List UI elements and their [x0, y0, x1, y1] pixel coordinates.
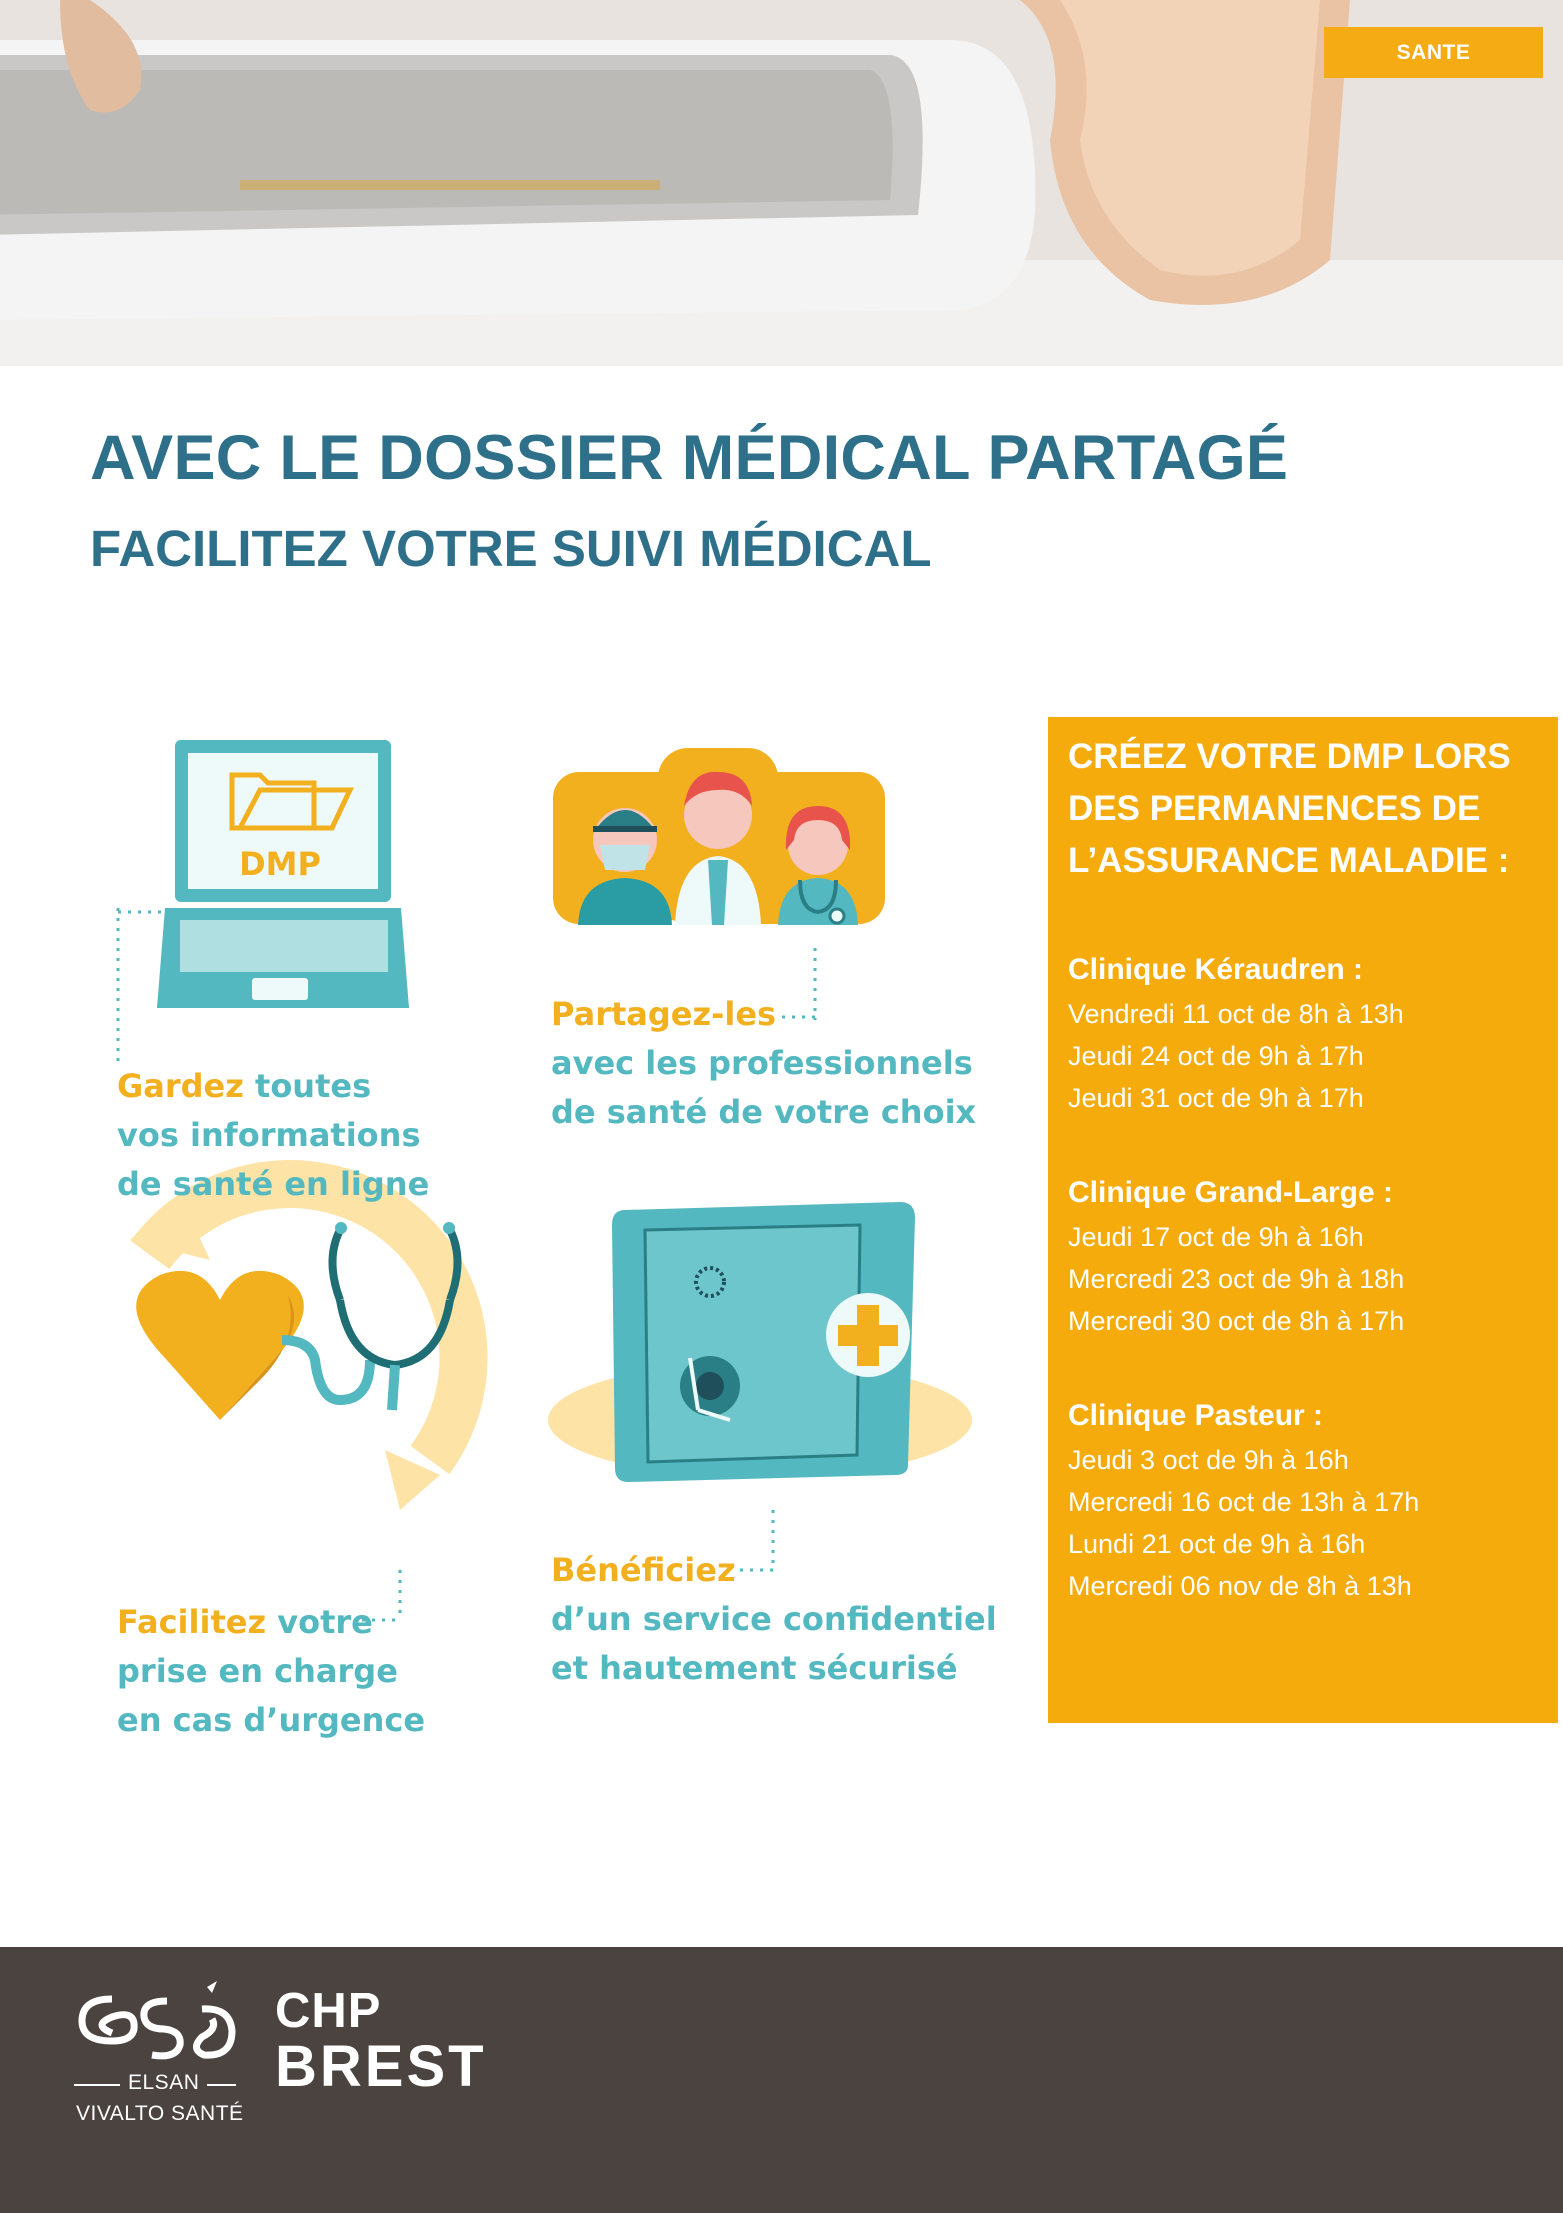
schedule-slot: Mercredi 23 oct de 9h à 18h — [1068, 1264, 1405, 1294]
caption-facilitez: Facilitez votre prise en charge en cas d… — [117, 1603, 426, 1739]
caption-partagez: Partagez-les avec les professionnels de … — [551, 990, 976, 1137]
caption-beneficiez: Bénéficiez d’un service confidentiel et … — [551, 1546, 997, 1693]
schedule-slot: Vendredi 11 oct de 8h à 13h — [1068, 999, 1404, 1029]
clinic-name: Clinique Grand-Large : — [1068, 1176, 1394, 1209]
logo-brest-text: BREST — [275, 2034, 487, 2099]
schedule-slot: Mercredi 30 oct de 8h à 17h — [1068, 1306, 1405, 1336]
logo-elsan-text: ELSAN — [120, 2071, 208, 2095]
laptop-screen-label: DMP — [239, 845, 321, 883]
schedule-slot: Jeudi 24 oct de 9h à 17h — [1068, 1041, 1364, 1071]
elsan-logo-icon — [78, 1981, 236, 2060]
schedule-slot: Jeudi 31 oct de 9h à 17h — [1068, 1083, 1364, 1113]
clinic-keraudren: Clinique Kéraudren : Vendredi 11 oct de … — [1068, 947, 1558, 1119]
schedule-slot: Jeudi 3 oct de 9h à 16h — [1068, 1445, 1349, 1475]
tablet-photo — [0, 0, 1563, 366]
schedule-slot: Mercredi 06 nov de 8h à 13h — [1068, 1571, 1412, 1601]
dmp-infographic: DMP — [116, 740, 972, 1622]
healthcare-professionals-icon — [553, 748, 885, 925]
schedule-slot: Lundi 21 oct de 9h à 16h — [1068, 1529, 1366, 1559]
schedule-slot: Jeudi 17 oct de 9h à 16h — [1068, 1222, 1364, 1252]
page-subtitle: FACILITEZ VOTRE SUIVI MÉDICAL — [90, 520, 932, 577]
caption-highlight: Bénéficiez — [551, 1551, 736, 1589]
caption-highlight: Partagez-les — [551, 995, 777, 1033]
caption-gardez: Gardez toutes vos informations de santé … — [117, 1067, 430, 1203]
heart-stethoscope-icon — [130, 1159, 488, 1510]
logo-chp-text: CHP — [275, 1984, 382, 2038]
category-tag: SANTE — [1324, 27, 1543, 78]
hero-banner: SANTE — [0, 0, 1563, 366]
secure-safe-icon — [548, 1202, 972, 1482]
clinic-name: Clinique Kéraudren : — [1068, 953, 1364, 986]
caption-highlight: Gardez — [117, 1067, 244, 1105]
box-heading: CRÉEZ VOTRE DMP LORS DES PERMANENCES DE … — [1068, 737, 1511, 880]
clinic-pasteur: Clinique Pasteur : Jeudi 3 oct de 9h à 1… — [1068, 1393, 1558, 1607]
clinic-name: Clinique Pasteur : — [1068, 1399, 1324, 1432]
caption-highlight: Facilitez — [117, 1603, 267, 1641]
logo-vivalto-text: VIVALTO SANTÉ — [76, 2102, 244, 2125]
page-title: AVEC LE DOSSIER MÉDICAL PARTAGÉ — [90, 423, 1289, 493]
clinic-grand-large: Clinique Grand-Large : Jeudi 17 oct de 9… — [1068, 1170, 1558, 1342]
permanences-box: CRÉEZ VOTRE DMP LORS DES PERMANENCES DE … — [1048, 717, 1558, 1723]
laptop-icon: DMP — [157, 740, 409, 1008]
footer: ELSAN VIVALTO SANTÉ CHP BREST — [0, 1947, 1563, 2213]
schedule-slot: Mercredi 16 oct de 13h à 17h — [1068, 1487, 1420, 1517]
